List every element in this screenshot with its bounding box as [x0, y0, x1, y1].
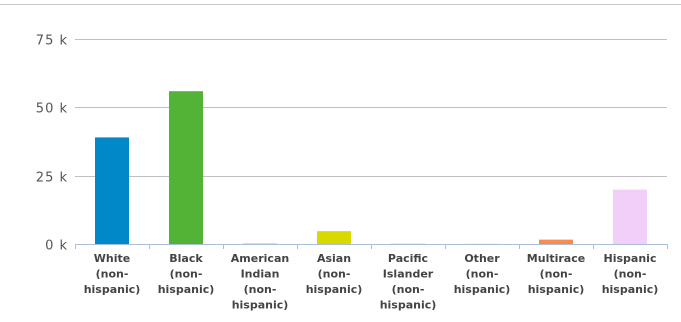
y-tick-label: 75 k	[36, 34, 68, 49]
bar[interactable]	[465, 243, 499, 245]
x-tick-label: Asian (non-hispanic)	[306, 252, 363, 296]
y-axis: 0 k 25 k 50 k 75 k	[36, 34, 68, 254]
x-tick-label: Hispanic (non-hispanic)	[602, 252, 659, 296]
x-tick-label: Multirace (non-hispanic)	[527, 252, 585, 296]
x-tick-label: American Indian (non-hispanic)	[231, 252, 289, 312]
bar[interactable]	[317, 231, 351, 244]
bar[interactable]	[391, 243, 425, 245]
x-tick-label: Pacific Islander (non-hispanic)	[380, 252, 437, 312]
x-tick-label: White (non-hispanic)	[84, 252, 141, 296]
x-axis: White (non-hispanic) Black (non-hispanic) Am…	[75, 244, 668, 312]
bar[interactable]	[539, 239, 573, 244]
x-tick-label: Other (non-hispanic)	[454, 252, 511, 296]
y-tick-label: 50 k	[36, 102, 68, 117]
y-tick-label: 0 k	[45, 239, 68, 254]
bar[interactable]	[613, 189, 647, 244]
bar[interactable]	[95, 137, 129, 244]
gridlines	[75, 39, 667, 245]
bar[interactable]	[169, 91, 203, 244]
x-tick-label: Black (non-hispanic)	[158, 252, 215, 296]
y-tick-label: 25 k	[36, 171, 68, 186]
bars	[95, 91, 647, 244]
bar[interactable]	[243, 243, 277, 245]
